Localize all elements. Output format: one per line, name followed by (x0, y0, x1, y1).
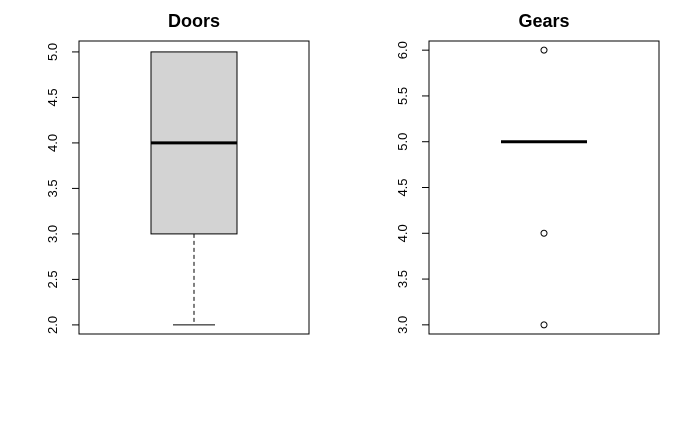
y-axis-gears: 3.0 3.5 4.0 4.5 5.0 5.5 6.0 (395, 41, 430, 334)
y-tick-label: 3.0 (45, 225, 60, 243)
y-tick-label: 5.0 (395, 133, 410, 151)
plot-frame-gears (428, 40, 660, 335)
y-tick-label: 2.5 (45, 270, 60, 288)
y-tick-label: 4.0 (395, 224, 410, 242)
y-tick-label: 3.5 (395, 270, 410, 288)
outlier-point (540, 321, 548, 329)
panel-gears: Gears 3.0 3.5 4.0 4.5 5.0 5.5 6.0 (395, 11, 660, 335)
boxplot-doors (150, 51, 238, 326)
y-tick-label: 5.5 (395, 87, 410, 105)
y-tick-label: 5.0 (45, 43, 60, 61)
y-tick-label: 3.0 (395, 316, 410, 334)
panel-doors: Doors 2.0 2.5 3.0 3.5 4.0 4.5 5.0 (45, 11, 310, 335)
outlier-point (540, 229, 548, 237)
y-tick-label: 4.0 (45, 134, 60, 152)
y-tick-label: 2.0 (45, 316, 60, 334)
outlier-point (540, 46, 548, 54)
y-axis-doors: 2.0 2.5 3.0 3.5 4.0 4.5 5.0 (45, 43, 80, 334)
y-tick-label: 4.5 (395, 178, 410, 196)
chart-title-doors: Doors (168, 11, 220, 31)
boxplot-gears (501, 46, 587, 329)
y-tick-label: 3.5 (45, 179, 60, 197)
y-tick-label: 6.0 (395, 41, 410, 59)
chart-title-gears: Gears (518, 11, 569, 31)
y-tick-label: 4.5 (45, 88, 60, 106)
